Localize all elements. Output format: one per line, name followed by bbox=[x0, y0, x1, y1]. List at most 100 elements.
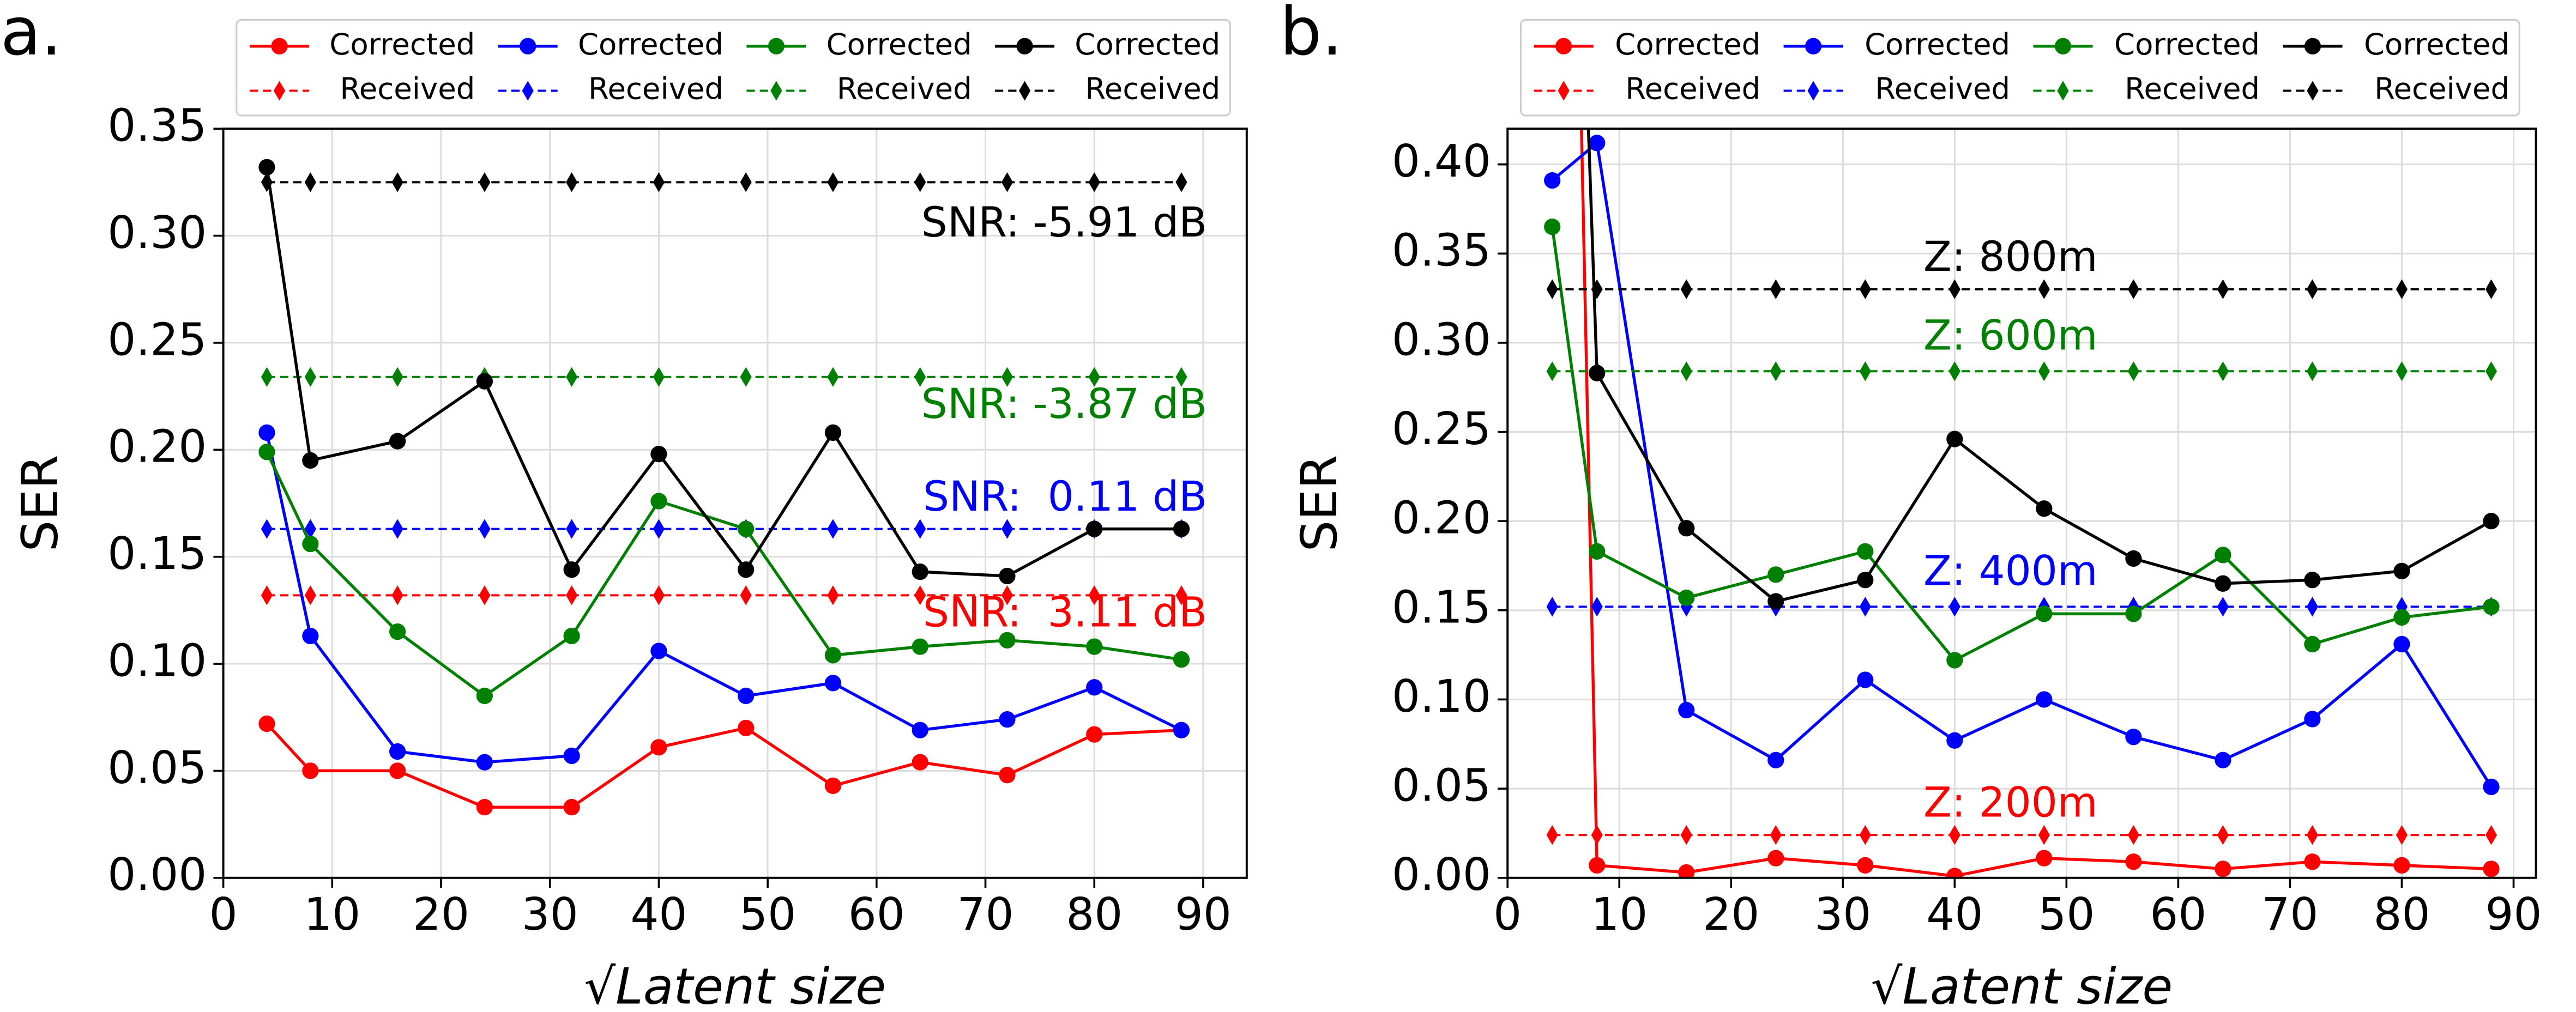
point bbox=[2127, 361, 2139, 381]
point bbox=[2217, 825, 2229, 845]
point bbox=[1001, 585, 1013, 605]
annotation: SNR: 0.11 dB bbox=[923, 472, 1207, 520]
annotation: Z: 600m bbox=[1923, 312, 2098, 360]
x-tick-label: 90 bbox=[1175, 889, 1232, 941]
point bbox=[914, 367, 926, 387]
point bbox=[653, 585, 665, 605]
point bbox=[1859, 825, 1871, 845]
axes-frame bbox=[1506, 128, 2537, 879]
point bbox=[476, 687, 493, 705]
point bbox=[1859, 279, 1871, 299]
point bbox=[738, 561, 755, 578]
annotation: Z: 200m bbox=[1923, 779, 2098, 827]
legend-label: Corrected bbox=[1865, 27, 2010, 62]
point bbox=[1678, 589, 1695, 607]
point bbox=[563, 747, 580, 765]
y-tick-label: 0.10 bbox=[107, 635, 207, 687]
point bbox=[1946, 431, 1963, 447]
point bbox=[1544, 219, 1561, 235]
point bbox=[2304, 711, 2321, 728]
point bbox=[738, 687, 755, 705]
point bbox=[566, 585, 578, 605]
point bbox=[1859, 597, 1871, 617]
legend-label: Corrected bbox=[2114, 27, 2260, 62]
legend-label: Received bbox=[1875, 71, 2010, 106]
legend-label: Corrected bbox=[578, 27, 723, 62]
series-line bbox=[265, 167, 1181, 578]
legend-label: Received bbox=[1085, 71, 1220, 106]
point bbox=[827, 367, 839, 387]
x-tick-label: 30 bbox=[522, 889, 578, 941]
point bbox=[479, 172, 491, 192]
point bbox=[563, 627, 580, 645]
point bbox=[1946, 868, 1963, 878]
point bbox=[2036, 605, 2053, 622]
legend-box bbox=[1519, 19, 2520, 117]
point bbox=[2306, 361, 2319, 381]
point bbox=[1678, 701, 1695, 719]
point bbox=[653, 172, 665, 192]
point bbox=[2125, 605, 2142, 622]
point bbox=[391, 367, 403, 387]
point bbox=[1546, 825, 1558, 845]
point bbox=[653, 367, 665, 387]
legend-label: Received bbox=[588, 71, 723, 106]
point bbox=[258, 444, 275, 460]
point bbox=[2125, 729, 2142, 746]
point bbox=[650, 643, 667, 659]
x-tick-label: 80 bbox=[2373, 889, 2430, 941]
x-tick-label: 0 bbox=[1493, 889, 1522, 941]
y-tick-label: 0.35 bbox=[107, 100, 207, 152]
point bbox=[566, 519, 578, 539]
series-line bbox=[1551, 140, 2493, 788]
point bbox=[1680, 279, 1692, 299]
x-tick-label: 20 bbox=[1703, 889, 1759, 941]
y-tick-label: 0.05 bbox=[107, 742, 207, 794]
point bbox=[912, 638, 928, 655]
x-axis-label: √Latent size bbox=[1871, 959, 2173, 1010]
y-tick-label: 0.20 bbox=[107, 421, 207, 473]
legend-label: Corrected bbox=[2364, 27, 2509, 62]
point bbox=[912, 563, 928, 580]
point bbox=[302, 762, 319, 779]
point bbox=[2215, 860, 2231, 877]
point bbox=[2485, 361, 2497, 381]
point bbox=[476, 799, 493, 816]
point bbox=[1088, 585, 1100, 605]
point bbox=[1086, 638, 1103, 655]
panel-label: b. bbox=[1280, 0, 1342, 70]
x-tick-label: 30 bbox=[1814, 889, 1871, 941]
point bbox=[999, 632, 1016, 649]
point bbox=[1546, 361, 1558, 381]
point bbox=[824, 647, 842, 664]
x-tick-label: 90 bbox=[2485, 889, 2542, 941]
x-tick-label: 40 bbox=[1926, 889, 1983, 941]
x-axis-label: √Latent size bbox=[584, 959, 886, 1010]
legend-marker bbox=[1805, 38, 1822, 54]
point bbox=[1173, 520, 1190, 537]
x-tick-label: 10 bbox=[304, 889, 360, 941]
legend-marker bbox=[1555, 38, 1572, 54]
legend-marker bbox=[1016, 38, 1033, 54]
annotation: Z: 400m bbox=[1923, 547, 2098, 595]
legend-label: Received bbox=[340, 71, 475, 106]
point bbox=[258, 715, 275, 732]
point bbox=[1770, 279, 1782, 299]
y-tick-label: 0.20 bbox=[1392, 493, 1491, 544]
point bbox=[2483, 598, 2500, 615]
point bbox=[2306, 597, 2319, 617]
point bbox=[2483, 860, 2500, 877]
legend-marker bbox=[1558, 81, 1570, 101]
point bbox=[2396, 279, 2408, 299]
y-tick-label: 0.25 bbox=[1392, 403, 1491, 455]
point bbox=[2393, 562, 2410, 579]
point bbox=[563, 561, 580, 578]
point bbox=[1948, 279, 1960, 299]
point bbox=[1088, 172, 1100, 192]
point bbox=[1088, 367, 1100, 387]
legend-marker bbox=[1807, 81, 1819, 101]
point bbox=[2306, 279, 2319, 299]
y-tick-label: 0.15 bbox=[1392, 581, 1491, 633]
point bbox=[389, 743, 406, 760]
point bbox=[302, 627, 319, 645]
